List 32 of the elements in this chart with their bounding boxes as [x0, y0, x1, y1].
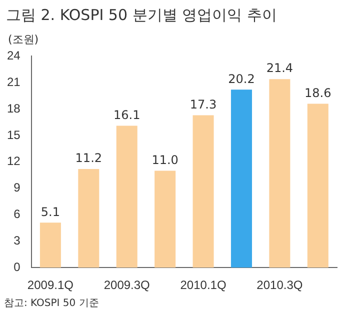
data-label: 11.2: [75, 151, 102, 166]
y-tick-label: 12: [6, 154, 21, 168]
y-axis-title: (조원): [8, 32, 39, 47]
data-label: 21.4: [266, 61, 294, 76]
x-tick-label: 2010.3Q: [256, 278, 303, 292]
bar: [192, 115, 214, 268]
x-tick-label: 2009.3Q: [104, 278, 150, 292]
bar: [307, 104, 328, 268]
bar: [154, 170, 176, 268]
x-tick-label: 2010.1Q: [180, 278, 226, 292]
y-tick-label: 0: [14, 260, 21, 274]
data-label: 11.0: [152, 152, 178, 167]
data-label: 17.3: [190, 97, 217, 112]
x-tick-label: 2009.1Q: [27, 278, 74, 292]
bar: [116, 126, 138, 268]
data-label: 20.2: [228, 72, 255, 86]
bar: [78, 168, 100, 268]
bar: [269, 79, 290, 268]
text: 참고: KOSPI 50 기준: [4, 297, 100, 310]
y-tick-label: 21: [6, 74, 21, 89]
y-tick-label: 3: [14, 233, 21, 248]
data-label: 18.6: [304, 86, 332, 100]
y-tick-label: 9: [14, 180, 21, 195]
y-tick-label: 24: [6, 48, 21, 63]
y-tick-label: 15: [6, 128, 21, 142]
y-tick-label: 6: [14, 207, 21, 222]
bar: [230, 90, 252, 268]
data-label: 16.1: [114, 108, 140, 122]
data-label: 5.1: [40, 204, 60, 219]
chart-title: 그림 2. KOSPI 50 분기별 영업이익 추이: [5, 5, 278, 26]
bar: [40, 222, 61, 268]
y-tick-label: 18: [6, 101, 21, 116]
